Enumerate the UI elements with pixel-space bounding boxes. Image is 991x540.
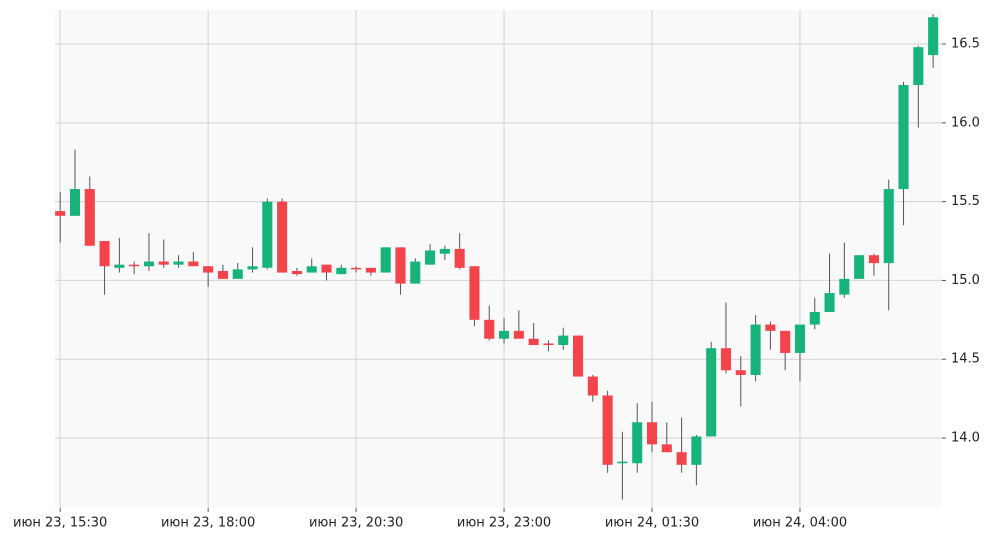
x-tick-label: июн 23, 20:30	[309, 516, 403, 531]
candle-body	[306, 266, 317, 273]
y-tick-label: 16.0	[951, 115, 980, 130]
candle-body	[439, 248, 450, 254]
candle-body	[143, 261, 154, 267]
candle-body	[277, 201, 288, 273]
x-tick-label: июн 23, 18:00	[161, 516, 255, 531]
x-tick-label: июн 23, 15:30	[13, 516, 107, 531]
candle-body	[898, 85, 909, 190]
candle-body	[99, 241, 110, 267]
candle-body	[188, 261, 199, 267]
candle-body	[469, 266, 480, 320]
candle-body	[809, 311, 820, 325]
candle-body	[365, 267, 376, 273]
candle-body	[691, 436, 702, 465]
candle-body	[513, 330, 524, 339]
y-tick-label: 15.0	[951, 273, 980, 288]
candle-body	[617, 461, 628, 464]
candle-body	[55, 211, 66, 216]
candle-body	[217, 270, 228, 279]
candle-body	[706, 348, 717, 437]
candle-body	[750, 324, 761, 375]
y-tick-label: 16.5	[951, 37, 980, 52]
x-tick-label: июн 24, 04:00	[753, 516, 847, 531]
x-tick-label: июн 24, 01:30	[605, 516, 699, 531]
candle-body	[232, 269, 243, 279]
candle-body	[572, 335, 584, 377]
candle-body	[410, 261, 421, 284]
candle-body	[587, 376, 598, 396]
candle-body	[913, 47, 924, 86]
candle-body	[336, 267, 347, 275]
candle-body	[839, 278, 850, 295]
candle-body	[84, 189, 95, 246]
candle-body	[321, 264, 332, 273]
y-tick-label: 14.0	[951, 431, 980, 446]
candle-body	[499, 330, 510, 339]
candle-body	[247, 266, 258, 270]
candle-body	[735, 370, 746, 375]
candle-body	[632, 422, 643, 464]
candle-body	[794, 324, 805, 353]
candle-body	[395, 247, 406, 284]
candle-body	[558, 335, 569, 346]
candle-body	[69, 189, 81, 216]
x-tick-label: июн 23, 23:00	[457, 516, 551, 531]
candle-body	[173, 261, 184, 265]
candle-body	[380, 247, 391, 273]
plot-area	[55, 10, 942, 508]
candle-body	[203, 266, 214, 273]
candle-body	[824, 293, 835, 312]
candle-body	[291, 270, 302, 275]
candle-body	[262, 201, 273, 268]
y-tick-label: 15.5	[951, 194, 980, 209]
candle-body	[720, 348, 732, 371]
candle-body	[646, 422, 658, 445]
candle-body	[602, 395, 613, 465]
candle-body	[780, 330, 791, 353]
candle-body	[351, 267, 362, 270]
candle-body	[528, 338, 539, 346]
candle-body	[928, 17, 939, 56]
candle-body	[484, 319, 495, 339]
candle-body	[661, 444, 672, 453]
y-tick-label: 14.5	[951, 352, 980, 367]
candle-body	[543, 343, 554, 346]
candle-body	[425, 250, 436, 265]
candle-body	[868, 255, 879, 264]
candle-body	[158, 261, 169, 265]
candle-body	[454, 248, 465, 268]
candle-body	[114, 264, 125, 268]
candle-body	[129, 264, 140, 267]
candle-body	[676, 452, 687, 465]
candle-body	[765, 324, 776, 331]
candle-body	[883, 189, 894, 264]
candle-body	[854, 255, 865, 279]
